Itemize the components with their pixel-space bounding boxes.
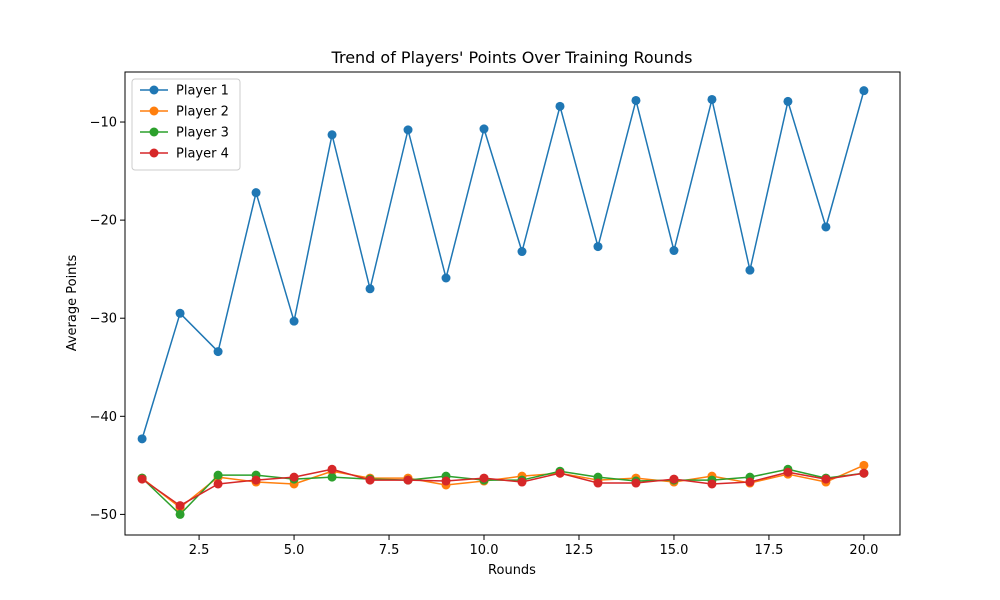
x-tick-label: 17.5 xyxy=(754,543,783,558)
data-point xyxy=(821,474,831,484)
x-tick-label: 15.0 xyxy=(659,543,688,558)
plot-area xyxy=(137,86,869,519)
y-tick-label: −10 xyxy=(90,116,117,131)
data-point xyxy=(213,347,223,357)
data-point xyxy=(593,478,603,488)
data-point xyxy=(859,460,869,470)
y-axis-label: Average Points xyxy=(65,254,80,351)
x-tick-label: 2.5 xyxy=(189,543,210,558)
data-point xyxy=(555,468,565,478)
data-point xyxy=(289,316,299,326)
data-point xyxy=(707,479,717,489)
data-point xyxy=(631,95,641,105)
data-point xyxy=(403,475,413,485)
data-point xyxy=(251,475,261,485)
data-point xyxy=(403,125,413,135)
data-point xyxy=(783,467,793,477)
legend-label: Player 4 xyxy=(176,147,229,162)
data-point xyxy=(365,284,375,294)
data-point xyxy=(137,434,147,444)
x-axis-label: Rounds xyxy=(488,563,536,578)
data-point xyxy=(859,468,869,478)
data-point xyxy=(175,308,185,318)
x-tick-label: 7.5 xyxy=(379,543,400,558)
y-tick-label: −30 xyxy=(90,312,117,327)
data-point xyxy=(213,470,223,480)
data-point xyxy=(745,477,755,487)
data-point xyxy=(631,478,641,488)
x-axis: 2.5 5.0 7.5 10.0 12.5 15.0 17.5 20.0 xyxy=(189,535,878,558)
chart-title: Trend of Players' Points Over Training R… xyxy=(331,48,693,67)
x-tick-label: 20.0 xyxy=(849,543,878,558)
y-axis: −50 −40 −30 −20 −10 xyxy=(90,116,125,523)
data-point xyxy=(441,476,451,486)
series-1 xyxy=(137,86,869,444)
data-point xyxy=(213,479,223,489)
y-tick-label: −20 xyxy=(90,214,117,229)
data-point xyxy=(783,96,793,106)
legend-marker xyxy=(149,148,159,158)
y-tick-label: −40 xyxy=(90,410,117,425)
series-4 xyxy=(137,464,869,511)
data-point xyxy=(441,273,451,283)
legend-item: Player 3 xyxy=(140,126,229,141)
legend-marker xyxy=(149,127,159,137)
data-point xyxy=(555,101,565,111)
data-point xyxy=(327,130,337,140)
legend-item: Player 1 xyxy=(140,84,229,99)
data-point xyxy=(707,94,717,104)
data-point xyxy=(517,477,527,487)
data-point xyxy=(669,246,679,256)
data-point xyxy=(289,472,299,482)
data-point xyxy=(327,472,337,482)
legend-label: Player 2 xyxy=(176,105,229,120)
data-point xyxy=(745,265,755,275)
data-point xyxy=(479,473,489,483)
series-line xyxy=(141,90,865,440)
legend-item: Player 2 xyxy=(140,105,229,120)
x-tick-label: 12.5 xyxy=(565,543,594,558)
data-point xyxy=(517,247,527,257)
data-point xyxy=(821,222,831,232)
data-point xyxy=(859,86,869,96)
data-point xyxy=(593,242,603,252)
legend-label: Player 3 xyxy=(176,126,229,141)
series-line xyxy=(141,468,865,507)
legend-marker xyxy=(149,106,159,116)
legend-box xyxy=(131,78,241,171)
data-point xyxy=(479,124,489,134)
y-tick-label: −50 xyxy=(90,508,117,523)
x-tick-label: 5.0 xyxy=(284,543,305,558)
data-point xyxy=(175,509,185,519)
data-point xyxy=(365,475,375,485)
legend-item: Player 4 xyxy=(140,147,229,162)
data-point xyxy=(251,188,261,198)
legend: Player 1 Player 2 Player 3 Player 4 xyxy=(131,78,241,171)
data-point xyxy=(327,464,337,474)
legend-marker xyxy=(149,85,159,95)
data-point xyxy=(175,501,185,511)
x-tick-label: 10.0 xyxy=(470,543,499,558)
plot-frame xyxy=(124,71,901,536)
legend-label: Player 1 xyxy=(176,84,229,99)
data-point xyxy=(137,474,147,484)
data-point xyxy=(669,474,679,484)
